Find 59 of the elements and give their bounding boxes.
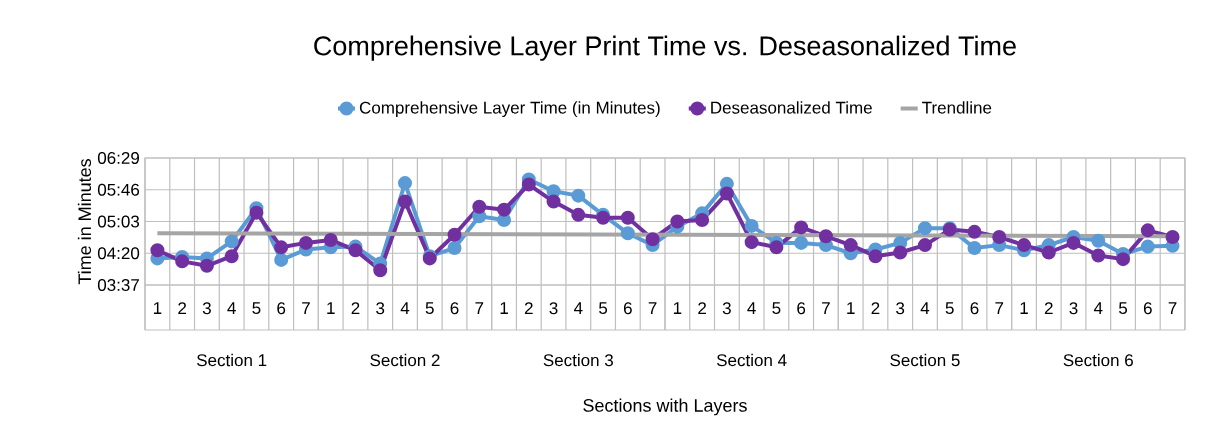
x-tick-label: 5 xyxy=(945,302,954,315)
y-tick-label: 05:03 xyxy=(97,215,140,228)
chart-title: Comprehensive Layer Print Time vs. Deseasonalized Time xyxy=(314,35,1016,61)
x-tick-label: 7 xyxy=(1168,302,1177,314)
text: Section 2 xyxy=(370,353,440,367)
text: Section 1 xyxy=(197,353,267,367)
x-tick-label: 1 xyxy=(847,302,855,314)
x-tick-label: 6 xyxy=(450,302,459,315)
text: Section 6 xyxy=(1063,353,1133,367)
x-tick-label: 7 xyxy=(648,302,657,314)
x-tick-label: 2 xyxy=(178,302,187,315)
legend-label: Deseasonalized Time xyxy=(711,101,872,114)
x-tick-label: 4 xyxy=(747,302,756,314)
x-tick-label: 6 xyxy=(1143,302,1152,315)
x-tick-label: 1 xyxy=(153,302,162,314)
legend-label: Comprehensive Layer Time (in Minutes) xyxy=(359,101,660,118)
y-axis-title: Time in Minutes xyxy=(77,158,92,285)
y-tick-label: 06:29 xyxy=(97,151,140,165)
x-tick-label: 4 xyxy=(227,302,236,314)
x-tick-label: 7 xyxy=(822,302,830,314)
y-tick-label: 05:46 xyxy=(97,183,140,196)
x-tick-label: 1 xyxy=(673,302,682,314)
x-tick-label: 2 xyxy=(351,302,360,315)
x-tick-label: 5 xyxy=(1118,302,1128,315)
x-tick-label: 4 xyxy=(1093,302,1103,314)
x-tick-label: 3 xyxy=(202,302,211,315)
x-tick-label: 5 xyxy=(772,302,781,315)
x-tick-label: 5 xyxy=(599,302,608,315)
x-tick-label: 1 xyxy=(1020,302,1028,314)
x-tick-label: 5 xyxy=(425,302,434,315)
x-tick-label: 2 xyxy=(871,302,880,315)
x-tick-label: 7 xyxy=(302,302,310,314)
text: Section 3 xyxy=(543,353,613,367)
x-tick-label: 4 xyxy=(573,302,583,314)
x-tick-label: 3 xyxy=(376,302,385,315)
x-tick-label: 4 xyxy=(920,302,930,314)
x-tick-label: 3 xyxy=(549,302,558,315)
x-tick-label: 1 xyxy=(500,302,508,314)
x-tick-label: 6 xyxy=(277,302,286,315)
x-tick-label: 2 xyxy=(1044,302,1053,315)
x-axis-title: Sections with Layers xyxy=(583,398,747,416)
text: Section 4 xyxy=(716,353,787,367)
x-tick-label: 7 xyxy=(475,302,484,314)
x-tick-label: 4 xyxy=(400,302,410,314)
x-tick-label: 6 xyxy=(797,302,806,315)
x-tick-label: 3 xyxy=(722,302,731,315)
x-tick-label: 7 xyxy=(995,302,1004,314)
x-tick-label: 6 xyxy=(623,302,632,315)
y-tick-label: 04:20 xyxy=(97,247,140,260)
x-tick-label: 1 xyxy=(327,302,335,314)
x-tick-label: 3 xyxy=(1069,302,1078,315)
x-tick-label: 5 xyxy=(252,302,261,315)
y-tick-label: 03:37 xyxy=(97,278,139,292)
text: Section 5 xyxy=(890,353,960,367)
x-tick-label: 2 xyxy=(698,302,706,315)
x-tick-label: 6 xyxy=(970,302,979,315)
legend-label: Trendline xyxy=(922,101,992,114)
x-tick-label: 3 xyxy=(896,302,905,315)
x-tick-label: 2 xyxy=(524,302,533,315)
